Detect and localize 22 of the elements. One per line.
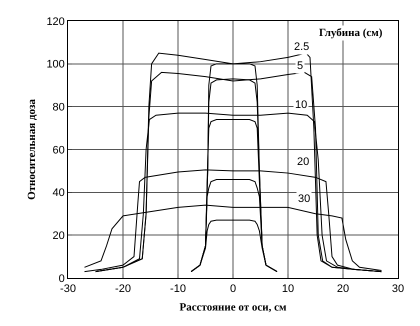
y-tick-label: 120 [46, 16, 65, 28]
x-tick-label: 10 [282, 283, 294, 296]
x-tick-label: -20 [115, 283, 131, 296]
x-axis-title: Расстояние от оси, см [180, 301, 287, 314]
y-tick-label: 20 [52, 230, 65, 242]
annotation: 30 [298, 193, 310, 205]
annotation: 20 [297, 156, 310, 168]
x-tick-label: 30 [392, 283, 404, 296]
legend-title: Глубина (см) [319, 27, 383, 39]
annotation: 2.5 [294, 41, 310, 53]
y-axis-title: Относительная доза [26, 98, 38, 200]
y-tick-label: 100 [46, 58, 65, 71]
x-tick-label: -30 [60, 283, 76, 296]
annotation: 5 [297, 60, 304, 72]
y-tick-label: 40 [52, 187, 65, 200]
y-tick-label: 80 [52, 102, 65, 114]
y-tick-label: 60 [52, 144, 65, 156]
annotation: 10 [295, 99, 308, 111]
y-tick-label: 0 [58, 272, 65, 285]
x-tick-label: 0 [230, 283, 236, 296]
x-tick-label: 20 [336, 283, 350, 296]
x-tick-label: -10 [170, 283, 186, 296]
